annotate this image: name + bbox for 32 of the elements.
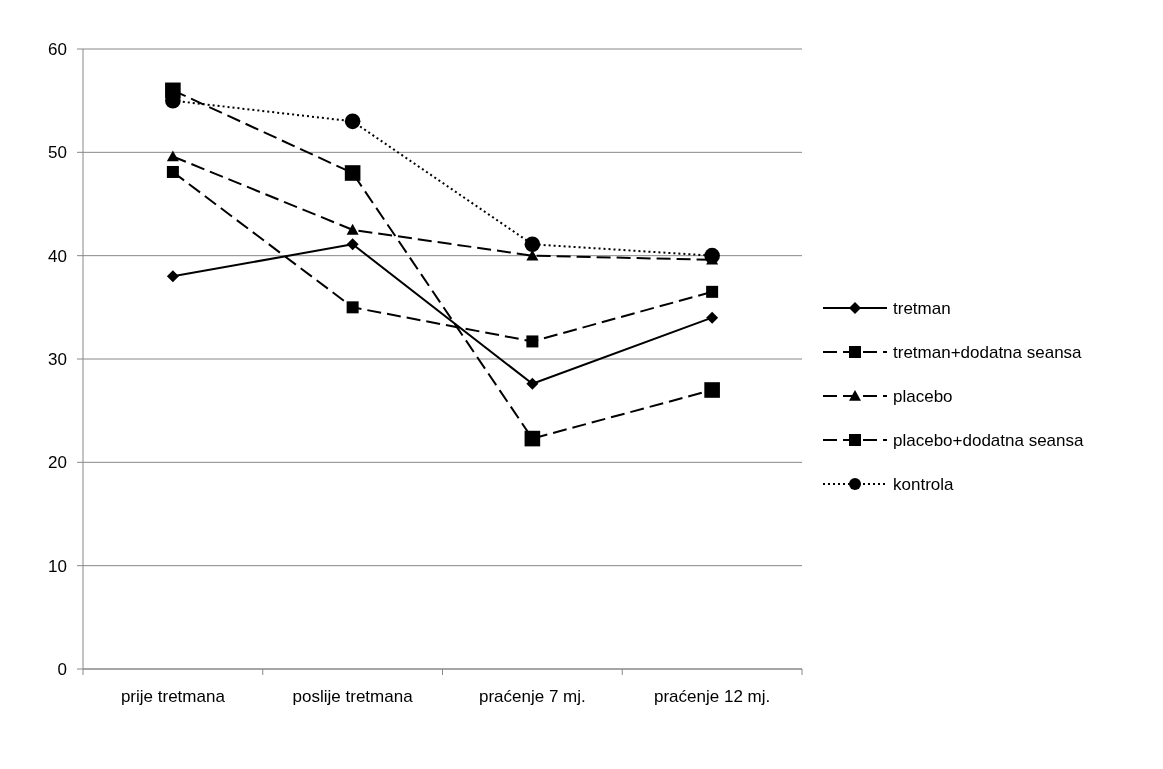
point (344, 165, 361, 181)
point (706, 285, 719, 298)
x-tick-label: prije tretmana (120, 687, 226, 706)
y-tick-label: 10 (48, 556, 67, 576)
point (704, 382, 720, 398)
y-tick-label: 60 (48, 39, 67, 59)
y-tick-label: 0 (57, 659, 67, 679)
legend-label: tretman (893, 298, 951, 318)
point (346, 301, 359, 314)
x-tick-label: praćenje 12 mj. (654, 687, 771, 706)
legend-label: placebo+dodatna seansa (893, 430, 1085, 450)
y-tick-label: 20 (48, 453, 67, 473)
point (346, 223, 359, 235)
x-tick-label: praćenje 7 mj. (478, 687, 586, 706)
legend-label: placebo (893, 386, 953, 406)
point (524, 236, 541, 253)
point (166, 165, 179, 178)
point (166, 270, 179, 283)
point (346, 238, 359, 251)
y-tick-label: 30 (48, 349, 67, 369)
y-tick-label: 40 (48, 246, 67, 266)
legend-label: kontrola (893, 474, 955, 494)
point (526, 377, 539, 390)
point (524, 430, 541, 447)
point (526, 335, 539, 348)
point (344, 113, 361, 130)
y-tick-label: 50 (48, 143, 67, 163)
x-tick-label: poslije tretmana (292, 687, 414, 706)
point (165, 82, 181, 99)
legend-label: tretman+dodatna seansa (893, 342, 1083, 362)
point (166, 150, 179, 162)
point (706, 311, 719, 324)
